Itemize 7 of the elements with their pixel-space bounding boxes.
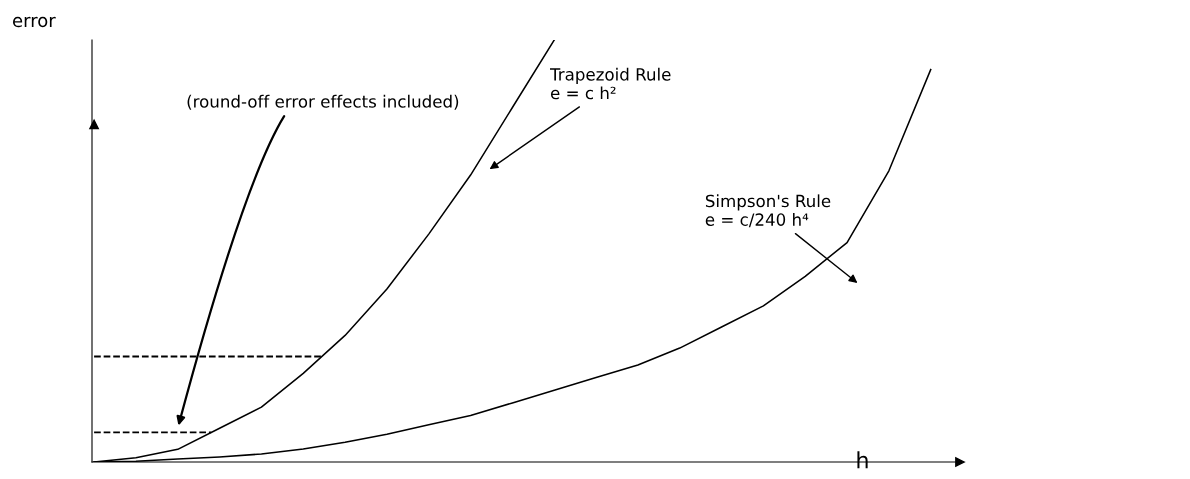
series-label: Simpson's Rule (705, 194, 831, 211)
series-label: Trapezoid Rule (550, 67, 671, 84)
y-axis-title: error (13, 16, 56, 28)
annotation: (round-off error effects included) (187, 94, 459, 110)
annotation: e = c/240 h⁴ (705, 213, 809, 228)
x-axis-title: h (857, 451, 868, 469)
annotation: e = c h² (550, 86, 616, 100)
